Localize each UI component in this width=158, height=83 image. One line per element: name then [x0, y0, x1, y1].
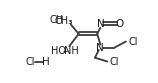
Text: Cl: Cl: [109, 57, 119, 67]
Text: HO: HO: [51, 46, 66, 56]
Text: –: –: [62, 46, 67, 56]
Text: H: H: [42, 57, 50, 67]
Text: Cl: Cl: [128, 37, 138, 47]
Text: N: N: [97, 43, 104, 53]
Text: CH: CH: [50, 15, 64, 25]
Text: Cl: Cl: [26, 57, 35, 67]
Text: O: O: [116, 19, 124, 29]
Text: ₃: ₃: [69, 17, 72, 26]
Text: N: N: [97, 19, 105, 29]
Text: CH₃: CH₃: [54, 16, 72, 26]
Text: NH: NH: [64, 46, 79, 56]
